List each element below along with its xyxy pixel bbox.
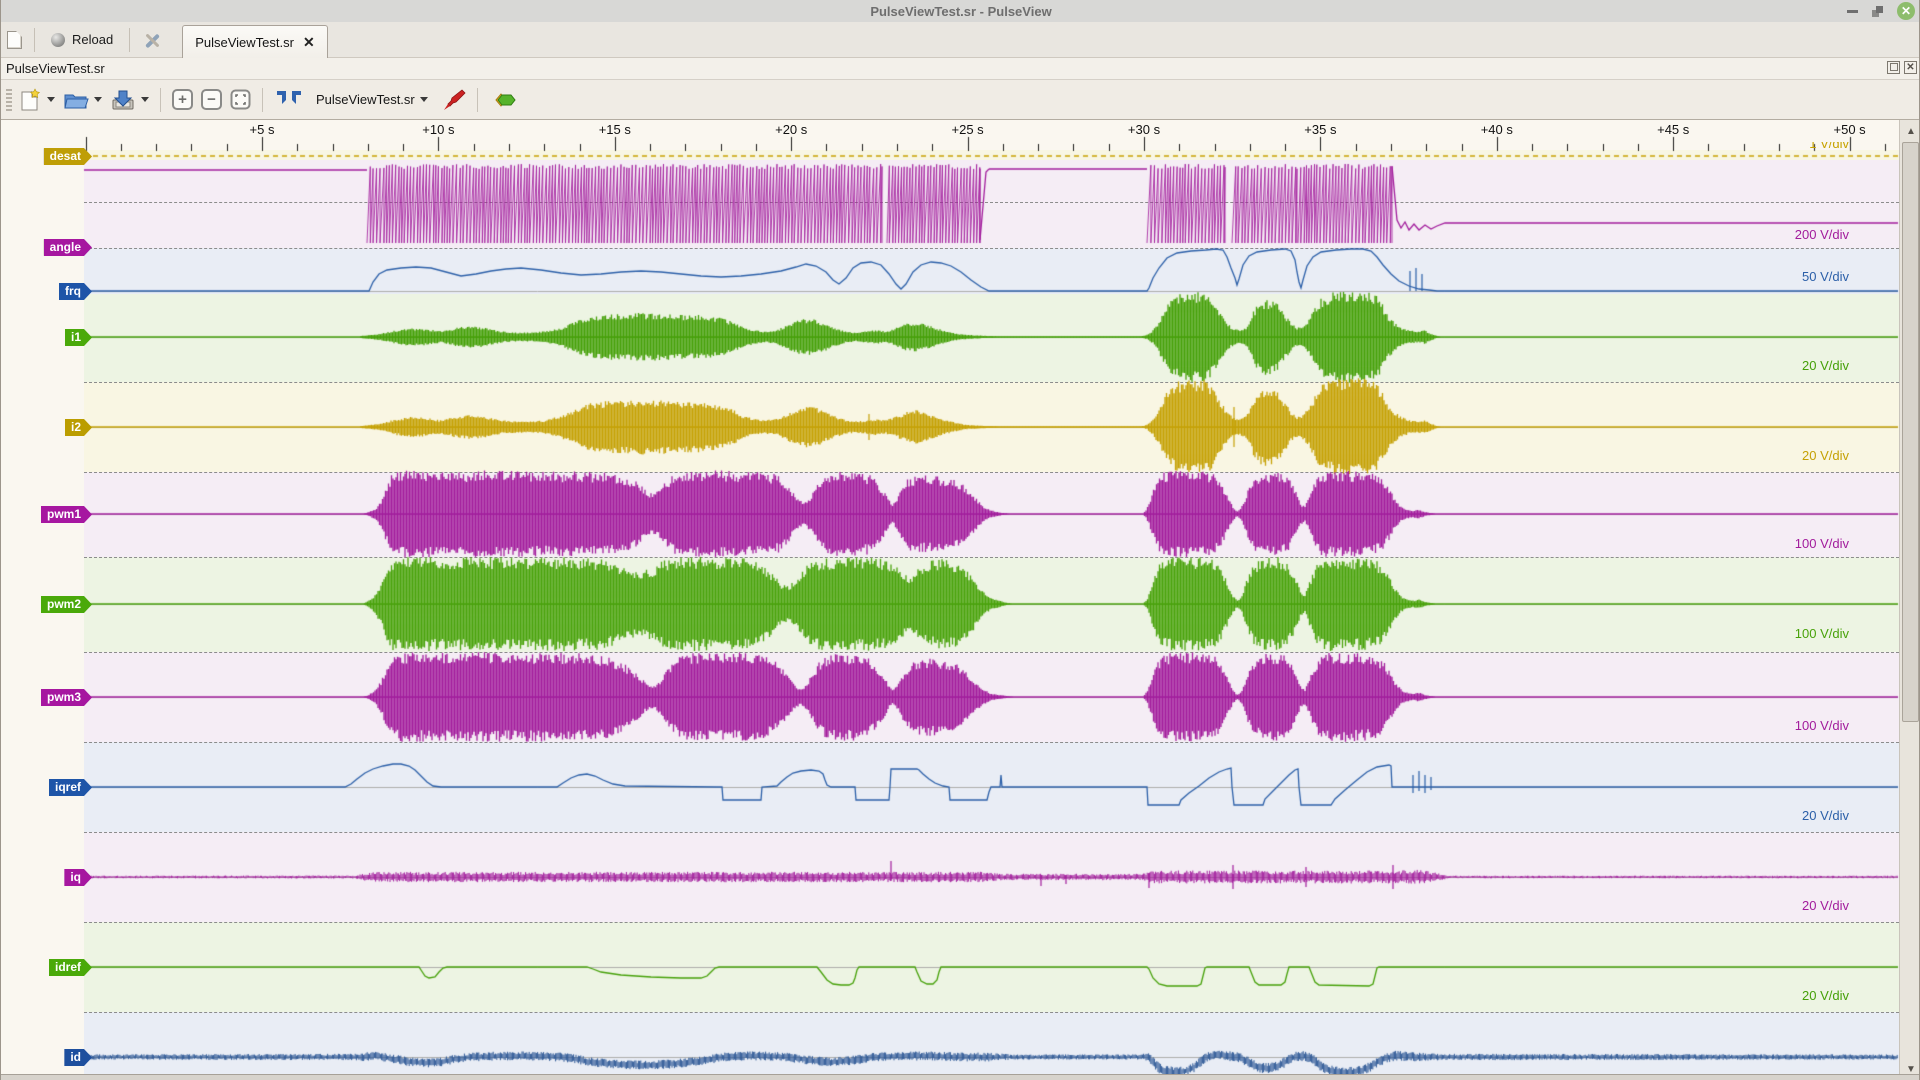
vertical-scrollbar[interactable]: ▲ ▼ [1899,120,1920,1080]
channel-tag-pwm3[interactable]: pwm3 [41,689,92,706]
vdiv-label-pwm2: 100 V/div [1795,626,1849,641]
vdiv-label-angle: 200 V/div [1795,227,1849,242]
tab-close-icon[interactable]: ✕ [303,35,315,49]
channel-tag-iqref[interactable]: iqref [49,779,92,796]
pulseview-window: PulseViewTest.sr - PulseView ✕ Reload Pu… [0,0,1920,1080]
channel-tag-i2[interactable]: i2 [65,419,92,436]
reload-icon [51,33,65,47]
save-icon [110,88,136,112]
channel-tag-id[interactable]: id [64,1049,92,1066]
configure-channels-button[interactable] [436,85,470,115]
ruler-label: +45 s [1657,122,1689,137]
zoom-fit-button[interactable] [226,85,255,115]
vdiv-label-pwm1: 100 V/div [1795,536,1849,551]
session-tab[interactable]: PulseViewTest.sr ✕ [182,25,327,58]
session-tab-title: PulseViewTest.sr [195,35,294,50]
title-bar: PulseViewTest.sr - PulseView ✕ [1,0,1920,22]
zoom-out-button[interactable]: − [197,85,226,115]
channel-tag-iq[interactable]: iq [64,869,92,886]
channel-tag-i1[interactable]: i1 [65,329,92,346]
zoom-in-icon: + [172,89,193,110]
new-session-button[interactable] [16,85,59,115]
new-view-button[interactable] [1,26,28,54]
scrollbar-thumb[interactable] [1902,142,1919,722]
vdiv-label-iq: 20 V/div [1802,898,1849,913]
vdiv-label-i1: 20 V/div [1802,358,1849,373]
device-selector-label: PulseViewTest.sr [316,92,415,107]
run-icon [489,89,519,111]
main-toolbar: + − PulseViewTest.sr [1,80,1920,120]
chevron-down-icon[interactable] [141,97,149,102]
separator [129,28,130,52]
ruler-label: +5 s [250,122,275,137]
window-title: PulseViewTest.sr - PulseView [870,4,1051,19]
tab-bar: Reload PulseViewTest.sr ✕ [1,22,1920,58]
ruler-label: +50 s [1834,122,1866,137]
channel-tag-pwm2[interactable]: pwm2 [41,596,92,613]
device-selector[interactable]: PulseViewTest.sr [308,85,436,115]
separator [262,88,263,112]
ruler-label: +35 s [1304,122,1336,137]
scroll-up-icon[interactable]: ▲ [1900,122,1920,140]
separator [34,28,35,52]
minimize-icon[interactable] [1847,10,1858,13]
open-button[interactable] [59,85,106,115]
wrench-icon [142,30,162,50]
chevron-down-icon[interactable] [47,97,55,102]
dock-close-icon[interactable]: ✕ [1904,61,1917,74]
new-session-icon [20,88,42,112]
trace-view[interactable]: +5 s +10 s +15 s +20 s +25 s +30 s +35 s +40 s +… [1,120,1920,1080]
vdiv-label-desat: 1 V/div [1809,142,1849,155]
vdiv-label-idref: 20 V/div [1802,988,1849,1003]
channel-tag-angle[interactable]: angle [44,239,92,256]
bottom-edge [1,1074,1920,1080]
session-header: PulseViewTest.sr ✕ [1,58,1920,80]
reload-label: Reload [72,32,113,47]
waveform-canvas[interactable] [1,120,1899,1080]
ruler-label: +30 s [1128,122,1160,137]
separator [160,88,161,112]
session-filename: PulseViewTest.sr [6,61,105,76]
channel-tag-idref[interactable]: idref [49,959,92,976]
open-icon [63,89,89,111]
channel-tag-frq[interactable]: frq [59,283,92,300]
channel-tag-pwm1[interactable]: pwm1 [41,506,92,523]
restore-icon[interactable] [1872,6,1883,17]
channel-tags: desat angle frq i1 i2 pwm1 pwm2 pwm3 iqref iq idre… [1,120,92,1080]
channel-tag-desat[interactable]: desat [44,148,92,165]
reload-button[interactable]: Reload [41,26,123,54]
cursors-icon [274,89,304,111]
vdiv-label-iqref: 20 V/div [1802,808,1849,823]
show-cursors-button[interactable] [270,89,308,111]
settings-button[interactable] [136,26,168,54]
zoom-out-icon: − [201,89,222,110]
vdiv-label-frq: 50 V/div [1802,269,1849,284]
vdiv-label-i2: 20 V/div [1802,448,1849,463]
separator [477,88,478,112]
chevron-down-icon [420,97,428,102]
zoom-in-button[interactable]: + [168,85,197,115]
ruler-label: +25 s [952,122,984,137]
zoom-fit-icon [230,89,251,110]
vdiv-label-pwm3: 100 V/div [1795,718,1849,733]
run-button[interactable] [485,85,523,115]
undock-icon[interactable] [1887,61,1900,74]
ruler-label: +10 s [422,122,454,137]
new-view-icon [7,31,22,49]
save-button[interactable] [106,85,153,115]
ruler-label: +40 s [1481,122,1513,137]
chevron-down-icon[interactable] [94,97,102,102]
ruler-label: +15 s [599,122,631,137]
ruler-label: +20 s [775,122,807,137]
toolbar-grip[interactable] [6,89,12,111]
probe-icon [440,87,466,113]
close-icon[interactable]: ✕ [1897,2,1915,20]
